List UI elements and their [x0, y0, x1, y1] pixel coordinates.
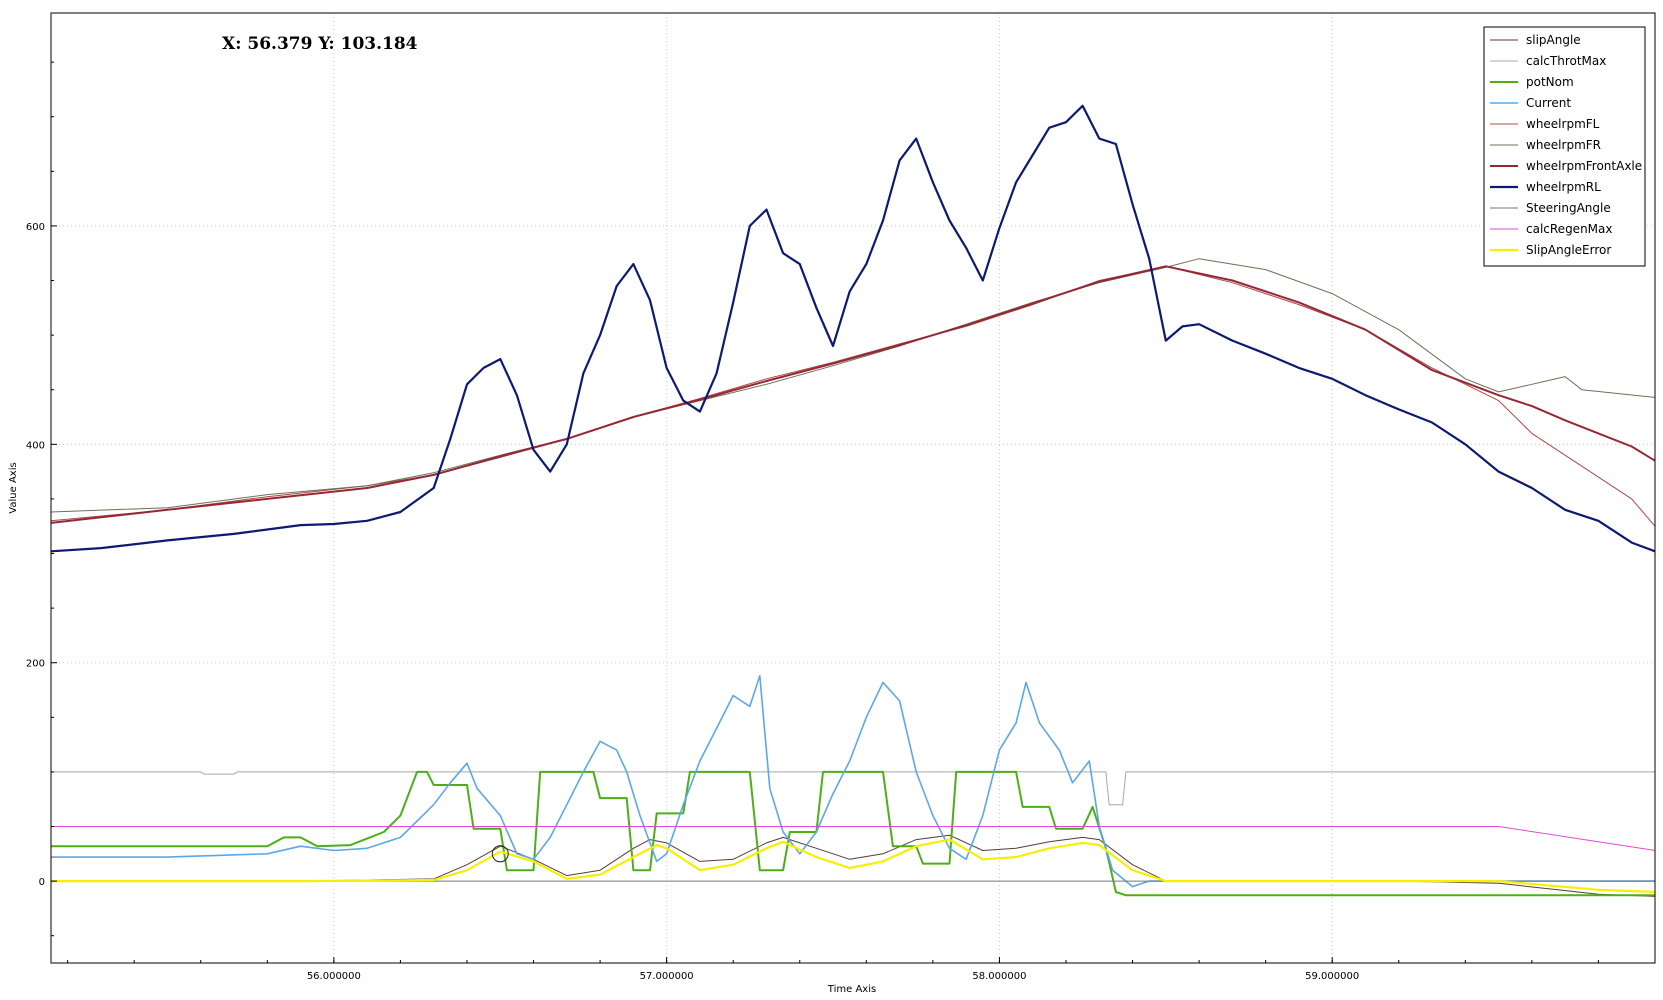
x-tick-label: 58.000000	[972, 971, 1026, 982]
legend-box	[1483, 26, 1646, 267]
y-tick-label: 600	[26, 222, 45, 233]
y-tick-label: 400	[26, 440, 45, 451]
series-wheelrpmFrontAxle	[50, 265, 1656, 524]
plot-frame	[50, 12, 1656, 964]
series-wheelrpmFR	[50, 258, 1656, 513]
y-tick-label: 200	[26, 659, 45, 670]
legend: slipAngle calcThrotMax potNom Current wheelr…	[1483, 26, 1646, 267]
x-tick-label: 57.000000	[640, 971, 694, 982]
axes: 56.000000 57.000000 58.000000 59.000000 0 200…	[26, 61, 1599, 982]
y-tick-label: 0	[39, 877, 45, 888]
series-lines	[50, 104, 1656, 897]
cursor-x-label: X:	[222, 34, 241, 54]
series-calcThrotMax	[51, 771, 1655, 806]
y-axis-title: Value Axis	[8, 462, 19, 513]
cursor-marker	[491, 845, 509, 863]
x-tick-label: 59.000000	[1305, 971, 1359, 982]
legend-label: wheelrpmFrontAxle	[1526, 159, 1642, 173]
cursor-y-label: Y:	[317, 34, 334, 54]
x-axis-title: Time Axis	[827, 984, 876, 995]
cursor-x-value: 56.379	[247, 34, 312, 54]
legend-label: calcRegenMax	[1526, 222, 1612, 236]
legend-label: potNom	[1526, 75, 1574, 89]
cursor-readout: X: 56.379 Y: 103.184	[222, 34, 418, 54]
legend-label: wheelrpmFL	[1526, 117, 1600, 131]
legend-label: slipAngle	[1526, 33, 1581, 47]
series-calcRegenMax	[51, 826, 1656, 851]
x-tick-label: 56.000000	[307, 971, 361, 982]
legend-label: calcThrotMax	[1526, 54, 1606, 68]
legend-label: SlipAngleError	[1526, 243, 1611, 257]
legend-label: wheelrpmRL	[1526, 180, 1601, 194]
legend-label: wheelrpmFR	[1526, 138, 1601, 152]
legend-label: SteeringAngle	[1526, 201, 1611, 215]
series-SlipAngleError	[51, 838, 1656, 894]
series-wheelrpmRL	[50, 104, 1656, 553]
cursor-y-value: 103.184	[341, 34, 418, 54]
legend-label: Current	[1526, 96, 1571, 110]
series-Current	[51, 674, 1655, 888]
series-potNom	[51, 770, 1655, 897]
